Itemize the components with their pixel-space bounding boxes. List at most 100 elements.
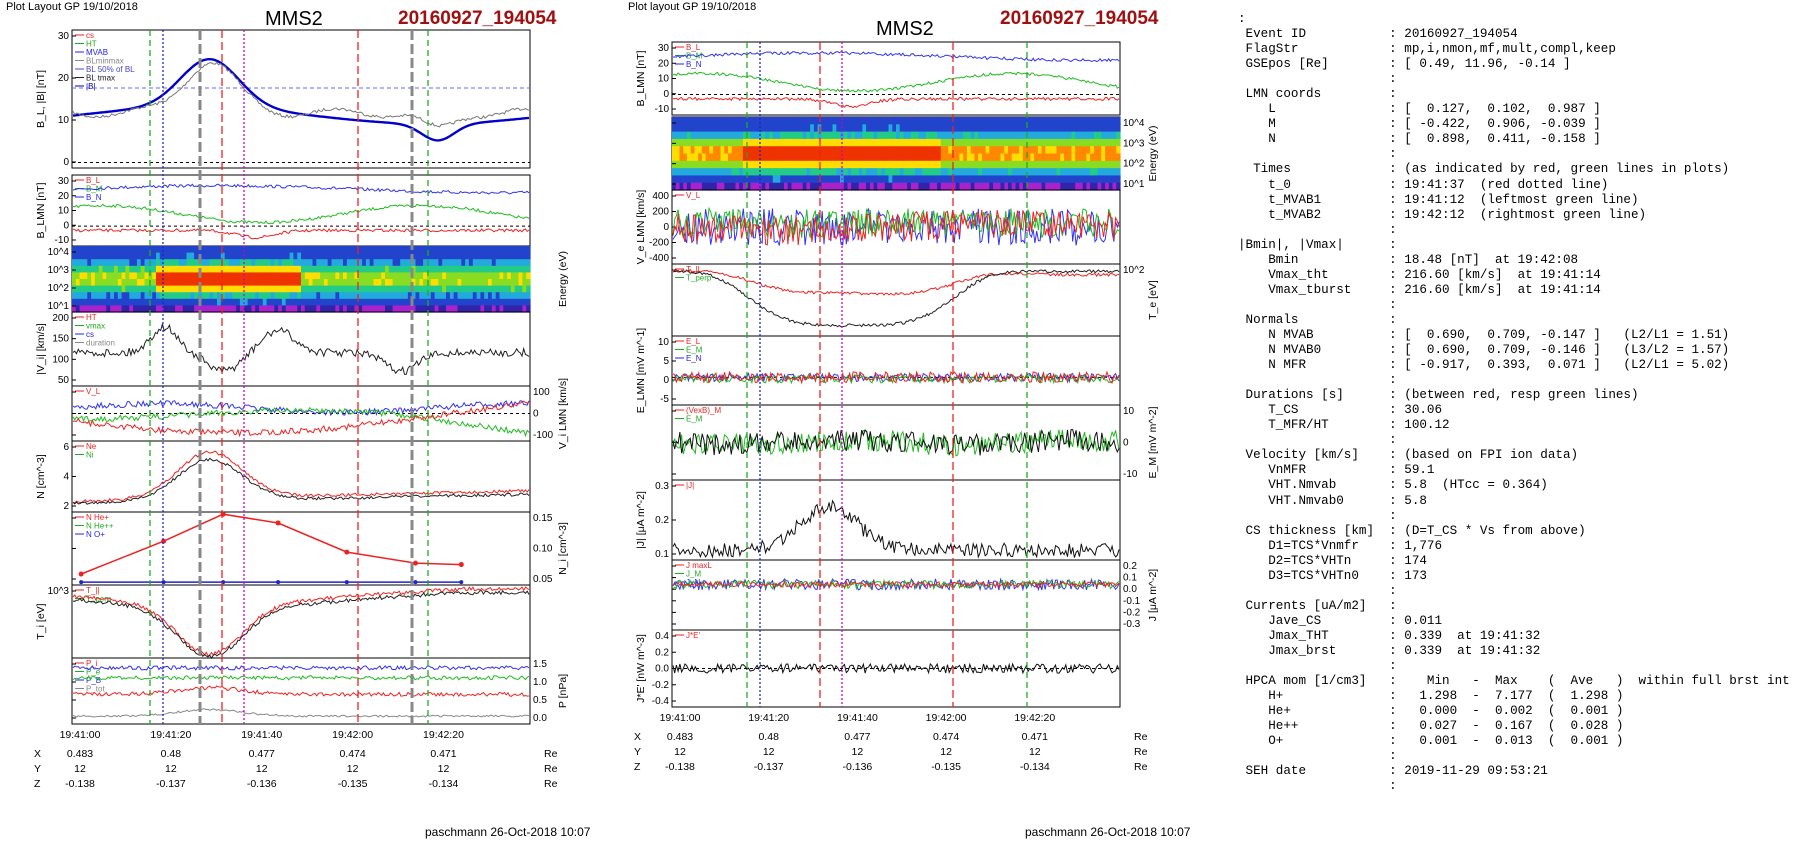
left-event-id: 20160927_194054 — [398, 8, 557, 29]
legend-entry: V_L — [86, 387, 101, 396]
he-plus-plus-point — [413, 560, 418, 566]
y-axis-label: Energy (eV) — [1147, 125, 1159, 181]
position-value: 12 — [1029, 746, 1041, 758]
legend-entry: J maxL — [686, 561, 712, 570]
y-tick-label: 1.0 — [533, 677, 547, 688]
position-value: 0.483 — [667, 731, 693, 743]
y-tick-label: 0.2 — [655, 647, 669, 658]
y-tick-label: 10^1 — [48, 301, 70, 312]
series-line — [72, 586, 530, 657]
legend-entry: cs — [86, 31, 94, 40]
y-axis-label: N_i [cm^-3] — [557, 522, 569, 575]
y-tick-label: 10^4 — [48, 247, 70, 258]
y-tick-label: 200 — [52, 313, 69, 324]
y-tick-label: 0.1 — [1123, 573, 1137, 584]
position-value: 0.477 — [844, 731, 870, 743]
legend-entry: T_perp — [86, 595, 112, 604]
y-tick-label: 0.15 — [533, 513, 553, 524]
y-tick-label: 10 — [658, 74, 670, 85]
legend-entry: N He+ — [86, 513, 109, 522]
y-axis-label: B_LMN [nT] — [635, 50, 647, 106]
y-axis-label: E_M [mV m^-2] — [1147, 406, 1159, 478]
panel-frame — [671, 479, 1121, 561]
y-tick-label: 50 — [58, 375, 70, 386]
position-unit: Re — [544, 748, 558, 760]
legend-entry: P_i — [86, 659, 98, 668]
y-axis-label: T_i [eV] — [35, 603, 47, 639]
legend-entry: B_N — [686, 60, 702, 69]
time-tick-label: 19:41:00 — [660, 712, 701, 724]
y-tick-label: 0 — [663, 89, 669, 100]
position-value: -0.137 — [156, 778, 186, 790]
legend-entry: vmax — [86, 322, 105, 331]
series-line — [72, 183, 530, 195]
legend-entry: (VexB)_M — [686, 406, 721, 415]
panel-frame — [671, 263, 1121, 337]
time-tick-label: 19:42:00 — [926, 712, 967, 724]
y-axis-label: V_e LMN [km/s] — [635, 190, 647, 265]
left-spacecraft-title: MMS2 — [265, 8, 323, 30]
panel-frame — [71, 174, 531, 247]
y-axis-label: P [nPa] — [557, 674, 569, 708]
position-value: 12 — [74, 763, 86, 775]
y-tick-label: 0 — [63, 220, 69, 231]
legend-entry: B_L — [686, 43, 701, 52]
series-line — [72, 323, 530, 375]
y-tick-label: 100 — [533, 387, 550, 398]
legend-entry: B_N — [86, 193, 102, 202]
series-line — [672, 662, 1120, 675]
y-tick-label: 4 — [63, 472, 69, 483]
series-line — [672, 429, 1120, 457]
position-value: 12 — [852, 746, 864, 758]
panel-frame — [71, 511, 531, 586]
series-line — [72, 664, 530, 671]
position-value: 0.48 — [758, 731, 779, 743]
position-value: -0.134 — [429, 778, 459, 790]
y-tick-label: -0.2 — [652, 680, 670, 691]
position-value: 12 — [674, 746, 686, 758]
y-tick-label: 2 — [63, 501, 69, 512]
legend-entry: P_e — [86, 668, 101, 677]
position-value: 0.477 — [249, 748, 275, 760]
legend-entry: BL 50% of BL — [86, 65, 135, 74]
series-line — [672, 268, 1120, 296]
y-axis-label: V_i LMN [km/s] — [557, 378, 569, 449]
right-footer: paschmann 26-Oct-2018 10:07 — [1025, 825, 1191, 839]
legend-entry: P_B — [86, 676, 101, 685]
y-tick-label: -10 — [1123, 469, 1138, 480]
y-tick-label: 30 — [58, 31, 70, 42]
series-line — [72, 406, 530, 438]
legend-entry: HT — [86, 40, 97, 49]
panel-frame — [71, 440, 531, 513]
y-tick-label: 10^2 — [48, 283, 70, 294]
series-line — [72, 400, 530, 438]
y-tick-label: 0.3 — [655, 481, 669, 492]
legend-entry: N O+ — [86, 530, 105, 539]
y-tick-label: 10^1 — [1123, 179, 1145, 190]
legend-entry: cs — [86, 330, 94, 339]
legend-entry: Ni — [86, 451, 94, 460]
series-line — [672, 71, 1120, 93]
y-tick-label: -400 — [649, 253, 669, 264]
legend-entry: BLminmax — [86, 57, 124, 66]
position-unit: Re — [1134, 731, 1148, 743]
y-tick-label: 0.0 — [1123, 584, 1137, 595]
panel-frame — [71, 29, 531, 169]
legend-entry: P_tot — [86, 685, 105, 694]
legend-entry: T_|| — [686, 265, 700, 274]
series-line — [72, 674, 530, 681]
position-value: 0.48 — [161, 748, 182, 760]
y-tick-label: 0.4 — [655, 631, 669, 642]
o-plus-point — [276, 580, 281, 585]
y-tick-label: 0.2 — [655, 515, 669, 526]
position-value: -0.137 — [754, 761, 784, 773]
series-line — [72, 708, 530, 718]
y-tick-label: 0.10 — [533, 544, 553, 555]
series-line — [73, 685, 530, 698]
series-line — [72, 58, 530, 142]
legend-entry: J_M — [686, 570, 701, 579]
y-tick-label: 0 — [663, 375, 669, 386]
y-tick-label: 0.5 — [533, 695, 547, 706]
position-row-label: Y — [634, 746, 641, 758]
legend-entry: duration — [86, 339, 115, 348]
